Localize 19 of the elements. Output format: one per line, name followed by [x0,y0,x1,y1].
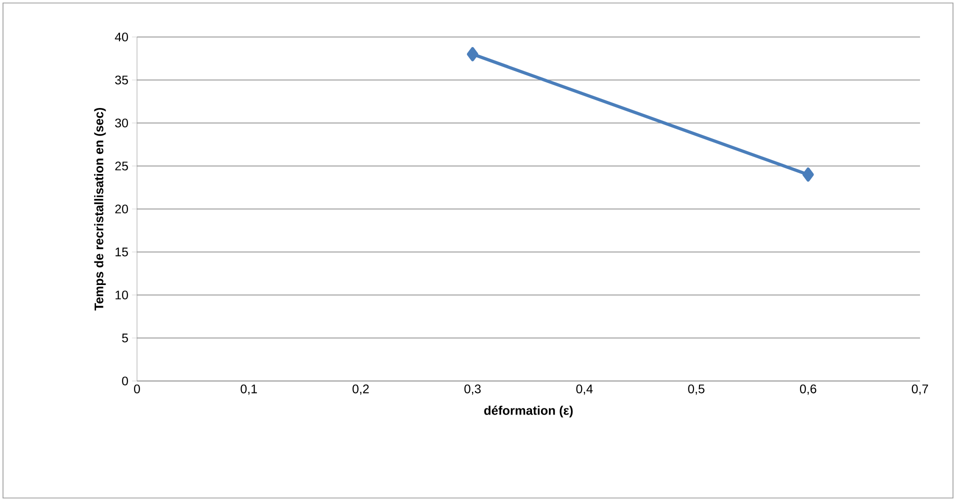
y-tick-label: 30 [115,118,128,128]
y-tick-label: 20 [115,204,128,214]
x-tick-label: 0,3 [464,384,481,395]
y-tick-label: 40 [114,32,128,42]
x-tick-label: 0,4 [576,384,593,395]
x-tick-label: 0,2 [352,384,369,395]
x-tick-label: 0,1 [240,384,257,395]
y-axis-title: Temps de recristallisation en (sec) [94,108,106,310]
y-tick-label: 10 [116,290,128,300]
y-tick-label: 5 [122,334,128,342]
x-tick-label: 0,5 [688,384,704,395]
y-tick-label: 0 [122,376,128,386]
x-axis-title: déformation (ε) [484,406,573,418]
y-tick-label: 35 [115,76,128,84]
x-tick-label: 0,7 [912,384,928,395]
x-tick-label: 0,6 [800,384,816,395]
x-tick-label: 0 [134,384,140,394]
y-tick-label: 15 [116,248,128,256]
y-tick-label: 25 [115,162,128,170]
